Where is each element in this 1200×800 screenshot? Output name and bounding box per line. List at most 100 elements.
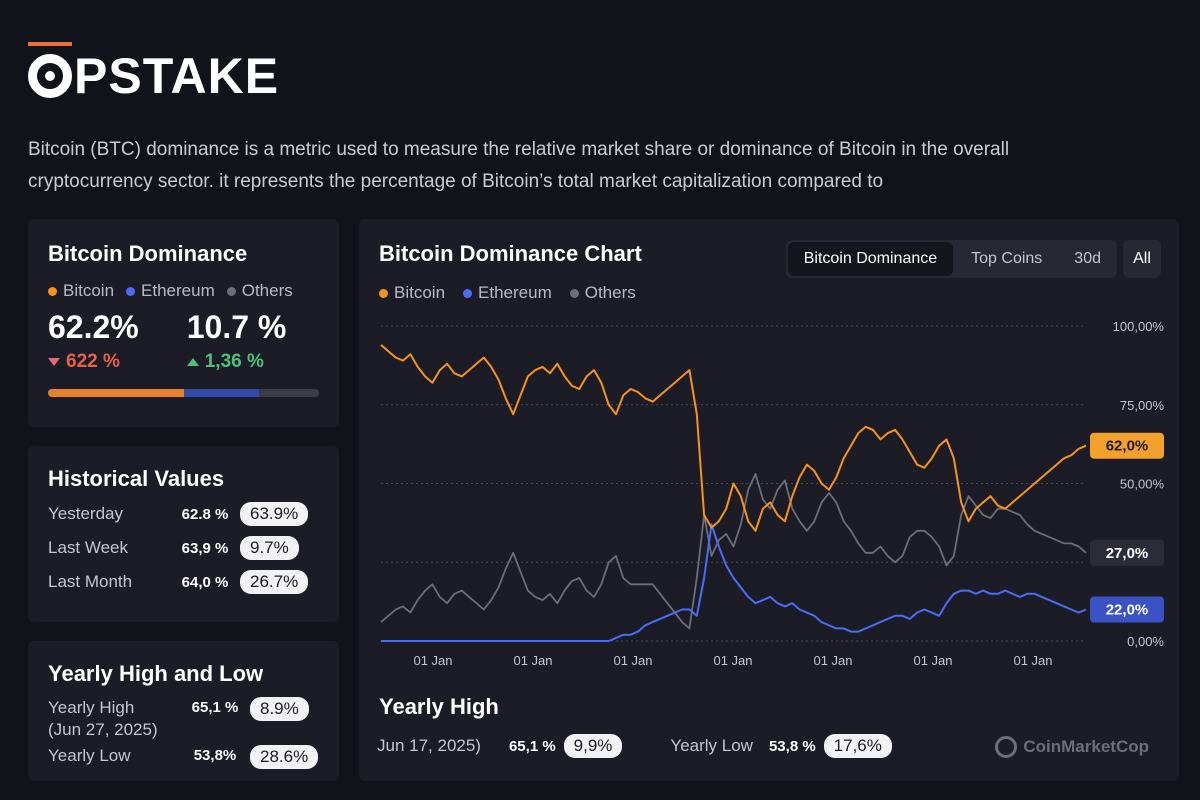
legend-label: Others <box>241 281 293 300</box>
others-dot-icon <box>569 288 579 298</box>
yearly-high-value: 65,1 % <box>508 737 556 755</box>
yearly-high-date: Jun 17, 2025) <box>377 736 481 755</box>
end-value-label: 22,0% <box>1106 602 1149 619</box>
historical-label: Yesterday <box>48 504 123 523</box>
yearly-low-label: Yearly Low <box>670 736 753 755</box>
tab-top-coins[interactable]: Top Coins <box>971 250 1043 267</box>
yearly-low-pill: 28.6% <box>250 745 319 769</box>
legend-item-ethereum: Ethereum <box>126 281 215 301</box>
series-line-others <box>380 473 1087 630</box>
series-line-ethereum <box>381 523 1087 642</box>
legend-label: Bitcoin <box>63 281 115 300</box>
legend-label: Others <box>584 283 636 302</box>
historical-row: Last Week 63,9 % 9.7% <box>48 536 319 560</box>
down-arrow-icon <box>48 358 60 366</box>
historical-pill: 9.7% <box>240 536 299 560</box>
dominance-title: Bitcoin Dominance <box>48 241 248 266</box>
eth-dominance-value: 10.7 % <box>186 309 287 345</box>
dominance-chart: 100,00% 75,00% 50,00% 0,00% 01 Jan 01 Jan 01 J… <box>380 319 1165 668</box>
tab-bitcoin-dominance[interactable]: Bitcoin Dominance <box>787 242 954 276</box>
yearly-summary-row: Jun 17, 2025) 65,1 % 9,9% Yearly Low 53,… <box>377 734 892 758</box>
yearly-high-row: Yearly High (Jun 27, 2025) 65,1 % 8.9% <box>48 697 319 741</box>
historical-label: Last Month <box>48 572 133 591</box>
legend-label: Ethereum <box>478 283 552 302</box>
y-tick-label: 100,00% <box>1113 319 1165 334</box>
historical-pill: 63.9% <box>240 502 309 526</box>
share-bar-bitcoin <box>48 389 184 397</box>
end-value-label: 62,0% <box>1106 438 1149 455</box>
chart-legend-ethereum: Ethereum <box>463 283 552 303</box>
x-tick-label: 01 Jan <box>913 653 952 668</box>
x-tick-label: 01 Jan <box>813 653 852 668</box>
yearly-low-row: Yearly Low 53,8% 28.6% <box>48 745 319 769</box>
coinmarketcap-watermark: CoinMarketCop <box>995 736 1149 758</box>
ethereum-dot-icon <box>126 286 136 296</box>
legend-label: Bitcoin <box>394 283 446 302</box>
historical-title: Historical Values <box>48 466 225 491</box>
yearly-high-heading: Yearly High <box>379 694 499 719</box>
eth-dominance-block: 10.7 % 1,36 % <box>186 307 287 373</box>
end-value-label: 27,0% <box>1106 545 1149 562</box>
dominance-legend: Bitcoin Ethereum Others <box>48 281 319 301</box>
historical-value: 62.8 % <box>181 505 229 523</box>
x-tick-label: 01 Jan <box>413 653 452 668</box>
all-range-button[interactable]: All <box>1123 240 1161 278</box>
yearly-high-pill: 8.9% <box>250 697 309 721</box>
btc-dominance-value: 62.2% <box>48 309 139 345</box>
end-value-badge <box>1090 596 1164 623</box>
historical-value: 63,9 % <box>181 539 229 557</box>
chart-legend-others: Others <box>569 283 636 303</box>
historical-pill: 26.7% <box>240 570 309 594</box>
dominance-share-bar <box>48 389 319 397</box>
historical-card: Historical Values Yesterday 62.8 % 63.9% La… <box>28 446 339 622</box>
share-bar-others <box>259 389 319 397</box>
end-value-badge <box>1090 432 1164 459</box>
historical-row: Last Month 64,0 % 26.7% <box>48 570 319 594</box>
x-tick-label: 01 Jan <box>513 653 552 668</box>
historical-value: 64,0 % <box>181 573 229 591</box>
yearly-high-value: 65,1 % <box>191 699 239 716</box>
series-line-bitcoin <box>380 344 1087 532</box>
eth-change-text: 1,36 % <box>204 351 264 372</box>
chart-legend-bitcoin: Bitcoin <box>379 283 445 303</box>
yearly-low-value: 53,8 % <box>768 737 816 755</box>
dominance-card: Bitcoin Dominance Bitcoin Ethereum Other… <box>28 219 339 427</box>
end-value-badge <box>1090 539 1164 566</box>
logo-text: PSTAKE <box>74 48 280 104</box>
bitcoin-dot-icon <box>48 286 57 296</box>
yearly-high-label: Yearly High <box>48 698 135 717</box>
yearly-low-value: 53,8% <box>193 747 237 764</box>
bitcoin-dot-icon <box>379 288 388 298</box>
x-tick-label: 01 Jan <box>613 653 652 668</box>
y-tick-label: 0,00% <box>1127 634 1164 649</box>
up-arrow-icon <box>186 358 199 366</box>
chart-legend: Bitcoin Ethereum Others <box>379 283 1159 303</box>
yearly-high-date: (Jun 27, 2025) <box>48 720 158 739</box>
chart-tab-group: Bitcoin Dominance Top Coins 30d <box>785 240 1117 278</box>
tab-30d[interactable]: 30d <box>1074 250 1101 267</box>
chart-title: Bitcoin Dominance Chart <box>379 241 642 266</box>
btc-dominance-change: 622 % <box>48 351 139 373</box>
chart-card: 100,00% 75,00% 50,00% 0,00% 01 Jan 01 Jan 01 J… <box>359 219 1179 781</box>
btc-dominance-block: 62.2% 622 % <box>48 307 139 373</box>
yearly-high-pill: 9,9% <box>563 734 623 758</box>
legend-item-others: Others <box>226 281 293 301</box>
yearly-low-pill: 17,6% <box>823 734 892 758</box>
y-tick-label: 50,00% <box>1120 477 1165 492</box>
coinmarketcap-logo-icon <box>995 736 1018 758</box>
eth-dominance-change: 1,36 % <box>186 351 287 373</box>
historical-label: Last Week <box>48 538 129 557</box>
x-tick-label: 01 Jan <box>1013 653 1052 668</box>
watermark-text: CoinMarketCop <box>1023 737 1149 756</box>
share-bar-ethereum <box>183 389 260 397</box>
yearly-card: Yearly High and Low Yearly High (Jun 27, … <box>28 641 339 781</box>
others-dot-icon <box>226 286 236 296</box>
logo-accent-bar <box>28 42 72 46</box>
yearly-title: Yearly High and Low <box>48 661 264 686</box>
logo-ring-icon <box>28 54 72 98</box>
yearly-low-label: Yearly Low <box>48 746 131 765</box>
yearly-high-label-block: Yearly High (Jun 27, 2025) <box>48 697 184 741</box>
historical-row: Yesterday 62.8 % 63.9% <box>48 502 319 526</box>
y-tick-label: 75,00% <box>1120 398 1165 413</box>
legend-item-bitcoin: Bitcoin <box>48 281 114 301</box>
